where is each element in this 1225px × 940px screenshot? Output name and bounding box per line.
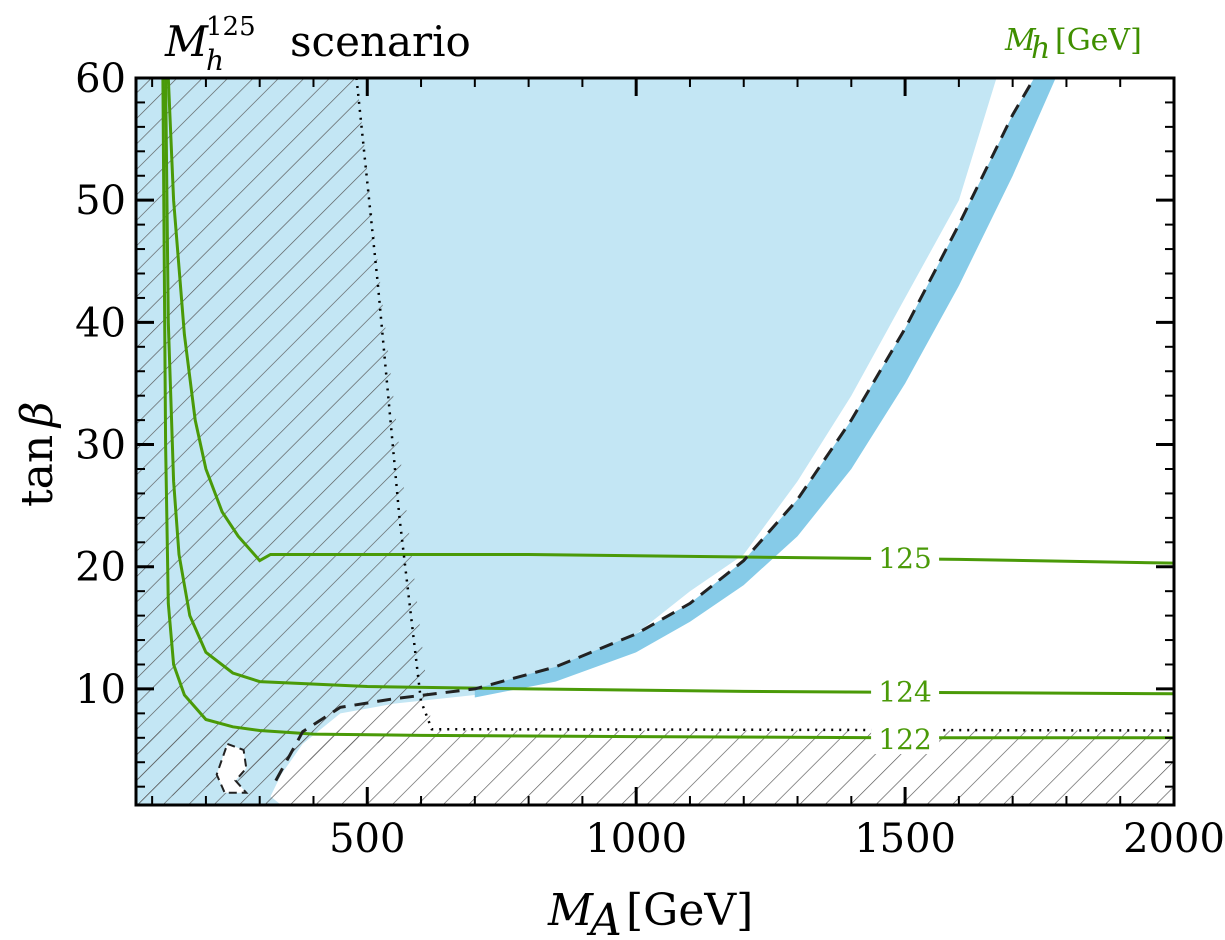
expected-limit-line: [274, 78, 1036, 782]
contour-label-125: 125: [878, 542, 931, 575]
hatched-region-0: [136, 78, 432, 805]
x-axis-label: M A [GeV]: [547, 885, 753, 940]
y-axis-label: tan β: [12, 402, 63, 507]
axis-tick-labels: 500 1000 1500 2000 10 20 30 40 50 60: [75, 56, 1225, 862]
y-axis-text: tan: [12, 435, 63, 507]
contour-122: [161, 78, 1174, 740]
plot-frame: [134, 76, 1176, 807]
island-0: [215, 742, 249, 794]
contour-labels: 125 124 122: [871, 542, 940, 756]
contour-label-bg: [871, 543, 940, 574]
y-tick-label: 50: [75, 178, 126, 224]
legend-symbol: M: [1004, 23, 1037, 58]
title-superscript: 125: [206, 12, 256, 42]
title-subscript: h: [206, 44, 224, 77]
x-axis-subscript: A: [586, 895, 622, 940]
axis-ticks: [136, 76, 1176, 805]
x-axis-symbol: M: [547, 885, 594, 936]
title-text: scenario: [290, 17, 471, 66]
contour-label-124: 124: [878, 675, 931, 708]
chart-lines: [161, 78, 1174, 782]
contour-label-bg: [871, 676, 940, 707]
x-tick-label: 1500: [854, 816, 956, 862]
y-tick-label: 30: [75, 423, 126, 469]
legend-subscript: h: [1031, 31, 1050, 66]
hatched-region-1: [136, 730, 1174, 805]
legend-title: M h [GeV]: [1004, 23, 1142, 66]
contour-124: [164, 78, 1174, 696]
title-symbol: M: [164, 17, 209, 66]
contour-label-bg: [871, 724, 940, 755]
y-tick-label: 40: [75, 300, 126, 346]
chart-title: M 125 h scenario: [164, 12, 471, 77]
contour-label-122: 122: [878, 723, 931, 756]
contour-125: [166, 78, 1174, 565]
excluded-islands: [215, 742, 249, 794]
y-tick-label: 20: [75, 545, 126, 591]
y-tick-label: 10: [75, 667, 126, 713]
x-axis-unit: [GeV]: [626, 885, 753, 936]
legend-unit: [GeV]: [1055, 23, 1142, 58]
x-tick-label: 2000: [1123, 816, 1225, 862]
plot-area: [136, 78, 1174, 805]
y-tick-label: 60: [75, 56, 126, 102]
x-tick-label: 500: [329, 816, 405, 862]
x-tick-label: 1000: [585, 816, 687, 862]
y-axis-symbol: β: [12, 402, 63, 429]
